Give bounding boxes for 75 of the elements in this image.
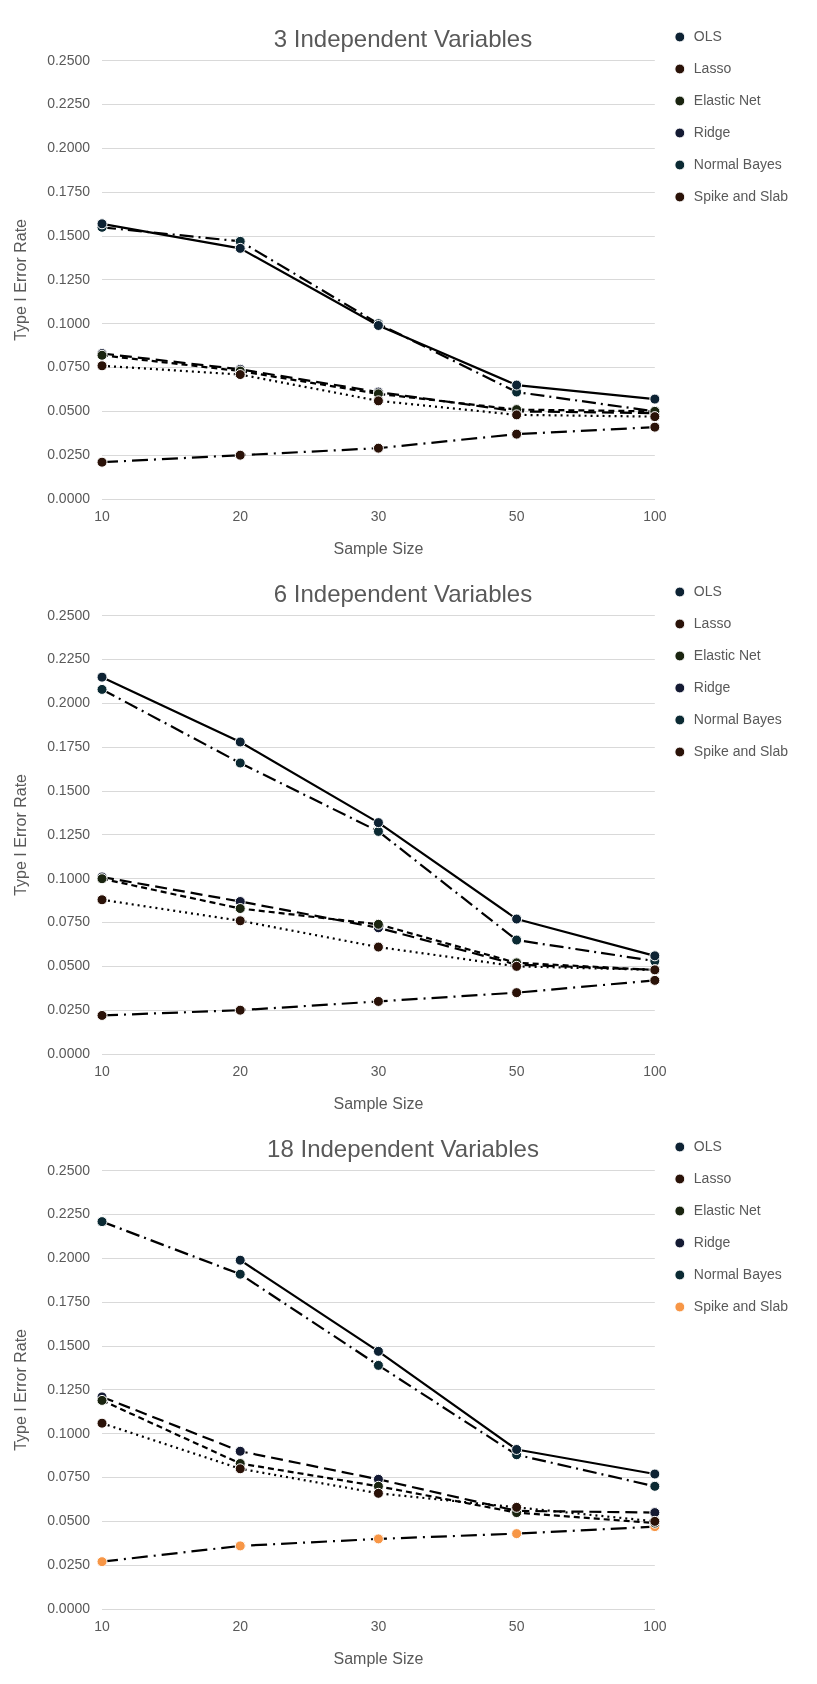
x-tick-label: 100 [643, 1618, 667, 1635]
legend-label: Elastic Net [693, 91, 761, 108]
y-tick-label: 0.1500 [47, 781, 91, 798]
y-tick-label: 0.0250 [47, 1001, 91, 1018]
x-axis-title: Sample Size [333, 1094, 424, 1112]
legend-label: Normal Bayes [693, 1265, 782, 1282]
chart-title: 6 Independent Variables [273, 580, 533, 608]
y-tick-label: 0.1750 [47, 738, 91, 755]
y-tick-label: 0.0750 [47, 913, 91, 930]
y-tick-label: 0.2250 [47, 95, 91, 112]
y-tick-label: 0.2000 [47, 1249, 91, 1266]
y-tick-label: 0.1250 [47, 825, 91, 842]
legend-label: Lasso [693, 59, 732, 76]
x-tick-label: 30 [370, 1063, 387, 1080]
y-tick-label: 0.2250 [47, 650, 91, 667]
legend-label: Spike and Slab [693, 187, 789, 204]
y-tick-label: 0.0000 [47, 1599, 91, 1616]
legend-label: Lasso [693, 614, 732, 631]
x-tick-label: 10 [94, 508, 111, 525]
y-tick-label: 0.0500 [47, 957, 91, 974]
legend-label: Ridge [693, 1233, 731, 1250]
legend-label: Lasso [693, 1169, 732, 1186]
legend-label: Elastic Net [693, 1201, 761, 1218]
x-tick-label: 20 [232, 508, 249, 525]
x-tick-label: 30 [370, 1618, 387, 1635]
legend-label: Elastic Net [693, 646, 761, 663]
legend-label: Ridge [693, 123, 731, 140]
y-tick-label: 0.1750 [47, 1293, 91, 1310]
y-tick-label: 0.0250 [47, 446, 91, 463]
x-tick-label: 50 [508, 1063, 525, 1080]
y-axis-title: Type I Error Rate [12, 773, 30, 896]
y-tick-label: 0.1500 [47, 226, 91, 243]
y-tick-label: 0.2500 [47, 606, 91, 623]
y-axis-title: Type I Error Rate [12, 1328, 30, 1451]
x-tick-label: 10 [94, 1063, 111, 1080]
y-tick-label: 0.2000 [47, 694, 91, 711]
y-tick-label: 0.0250 [47, 1556, 91, 1573]
legend-label: OLS [693, 27, 722, 44]
x-tick-label: 50 [508, 1618, 525, 1635]
y-tick-label: 0.1750 [47, 183, 91, 200]
y-tick-label: 0.1000 [47, 314, 91, 331]
chart-title: 3 Independent Variables [273, 25, 533, 53]
x-tick-label: 20 [232, 1063, 249, 1080]
legend-label: Normal Bayes [693, 155, 782, 172]
legend-label: OLS [693, 1137, 722, 1154]
y-tick-label: 0.0500 [47, 1512, 91, 1529]
x-tick-label: 10 [94, 1618, 111, 1635]
y-tick-label: 0.2500 [47, 1161, 91, 1178]
y-tick-label: 0.0750 [47, 1468, 91, 1485]
y-tick-label: 0.1250 [47, 1380, 91, 1397]
y-tick-label: 0.1500 [47, 1336, 91, 1353]
y-tick-label: 0.1000 [47, 869, 91, 886]
x-tick-label: 20 [232, 1618, 249, 1635]
y-axis-title: Type I Error Rate [12, 218, 30, 341]
x-tick-label: 100 [643, 508, 667, 525]
y-tick-label: 0.0000 [47, 489, 91, 506]
legend-label: Spike and Slab [693, 1297, 789, 1314]
y-tick-label: 0.0750 [47, 358, 91, 375]
legend-label: Normal Bayes [693, 710, 782, 727]
legend-label: Spike and Slab [693, 742, 789, 759]
y-tick-label: 0.0000 [47, 1044, 91, 1061]
x-tick-label: 30 [370, 508, 387, 525]
y-tick-label: 0.2500 [47, 51, 91, 68]
chart-title: 18 Independent Variables [267, 1135, 539, 1163]
x-axis-title: Sample Size [333, 539, 424, 557]
legend-label: OLS [693, 582, 722, 599]
x-tick-label: 100 [643, 1063, 667, 1080]
x-axis-title: Sample Size [333, 1649, 424, 1667]
y-tick-label: 0.2250 [47, 1205, 91, 1222]
y-tick-label: 0.2000 [47, 139, 91, 156]
y-tick-label: 0.1000 [47, 1424, 91, 1441]
legend-label: Ridge [693, 678, 731, 695]
y-tick-label: 0.1250 [47, 270, 91, 287]
x-tick-label: 50 [508, 508, 525, 525]
y-tick-label: 0.0500 [47, 402, 91, 419]
